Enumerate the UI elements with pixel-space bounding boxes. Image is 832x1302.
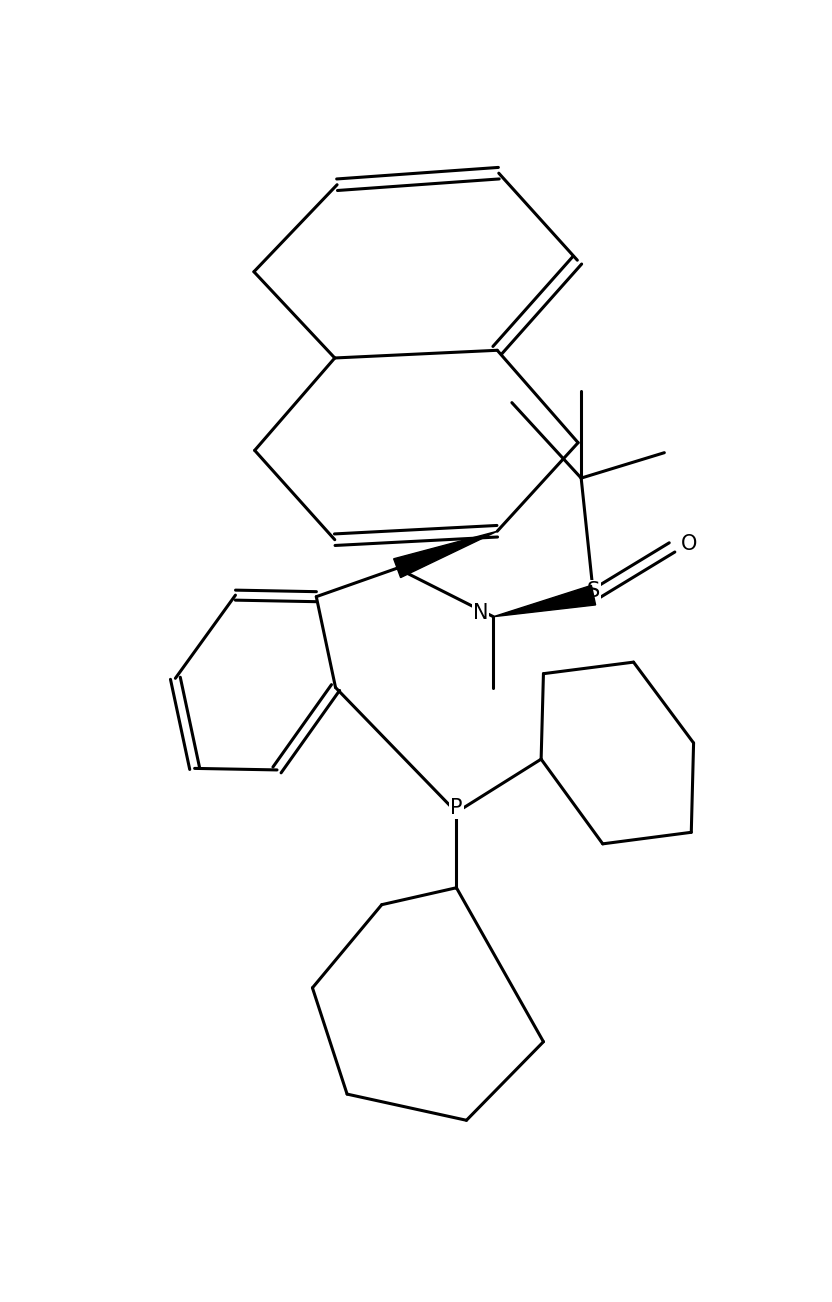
Text: P: P xyxy=(450,798,463,819)
Text: N: N xyxy=(473,603,488,622)
Text: O: O xyxy=(681,534,697,553)
Text: S: S xyxy=(587,581,600,602)
Polygon shape xyxy=(493,586,596,617)
Polygon shape xyxy=(394,531,498,578)
